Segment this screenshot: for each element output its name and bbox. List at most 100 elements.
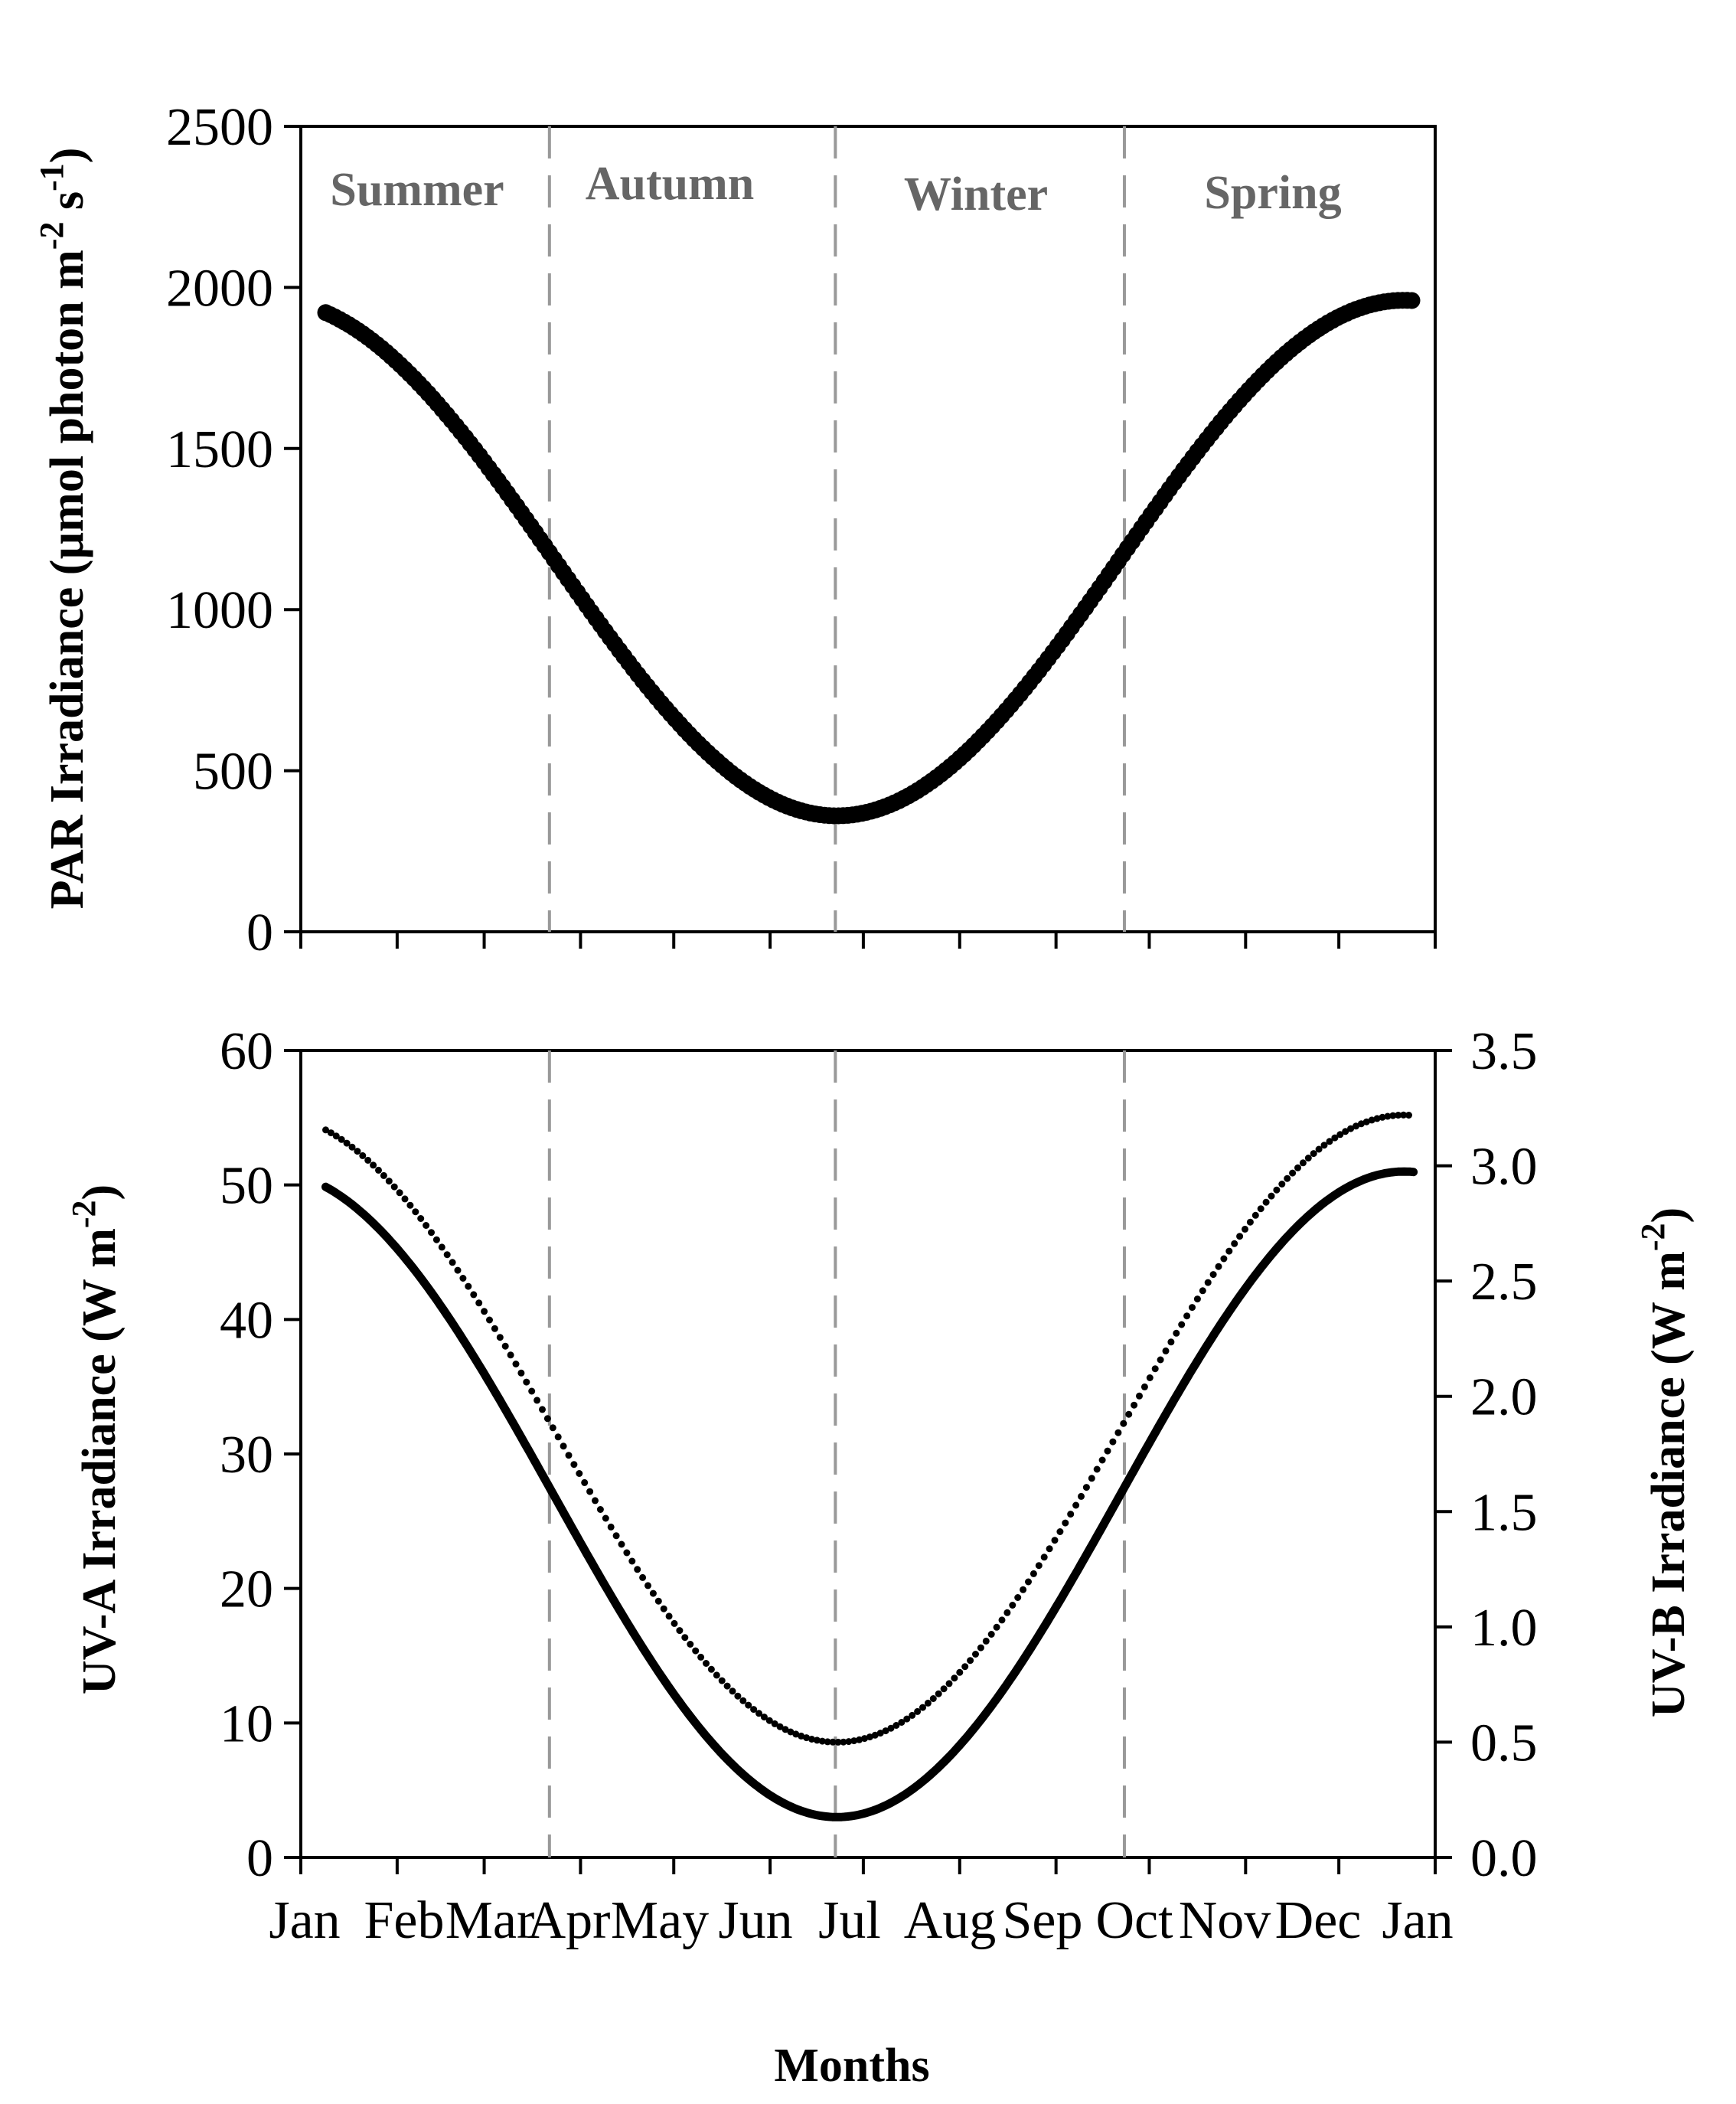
- uvb-point: [1405, 1112, 1412, 1119]
- uva-line: [321, 1167, 1418, 1821]
- uvb-point: [1304, 1155, 1312, 1161]
- uvb-point: [1093, 1465, 1101, 1473]
- uvb-point: [808, 1736, 815, 1743]
- uvb-point: [517, 1369, 525, 1377]
- uvb-point: [586, 1488, 594, 1495]
- uvb-point: [892, 1722, 900, 1729]
- uvb-point: [470, 1291, 478, 1299]
- uva-y-tick-label-5: 50: [220, 1157, 273, 1216]
- uvb-point: [739, 1697, 747, 1704]
- uvb-point: [1035, 1562, 1043, 1570]
- uvb-point: [1078, 1492, 1085, 1500]
- uva-y-tick-label-2: 20: [220, 1560, 273, 1619]
- x-month-label-12: Jan: [1382, 1891, 1453, 1950]
- uvb-point: [428, 1229, 435, 1237]
- uvb-point: [1151, 1365, 1159, 1373]
- uvb-point: [1268, 1192, 1275, 1200]
- uvb-point: [1225, 1247, 1233, 1255]
- uvb-point: [1242, 1225, 1248, 1233]
- uvb-point: [406, 1201, 414, 1209]
- uvb-point: [1088, 1475, 1095, 1482]
- uvb-point: [1220, 1255, 1228, 1263]
- uvb-point: [798, 1732, 805, 1740]
- x-month-label-9: Oct: [1095, 1891, 1173, 1950]
- x-month-label-7: Aug: [904, 1891, 997, 1950]
- uvb-point: [967, 1657, 974, 1665]
- uvb-point: [856, 1736, 863, 1743]
- uvb-point: [1236, 1233, 1244, 1240]
- uvb-point: [644, 1582, 651, 1589]
- uvb-point: [1284, 1175, 1291, 1182]
- uvb-point: [750, 1706, 758, 1714]
- uvb-point: [443, 1251, 451, 1259]
- uvb-point: [1209, 1271, 1217, 1279]
- uvb-point: [1046, 1545, 1053, 1553]
- par-y-tick-label-0: 0: [246, 903, 273, 962]
- uvb-point: [501, 1342, 509, 1350]
- uvb-point: [423, 1222, 430, 1229]
- uvb-point: [982, 1637, 990, 1645]
- uvb-point: [687, 1641, 694, 1648]
- uvb-point: [734, 1692, 742, 1700]
- uvb-point: [792, 1730, 800, 1738]
- uva-y-tick-label-4: 40: [220, 1291, 273, 1350]
- uvb-point: [602, 1514, 609, 1522]
- uvb-point: [713, 1671, 720, 1679]
- uvb-point: [1072, 1501, 1080, 1509]
- uvb-point: [560, 1442, 567, 1450]
- uvb-point: [539, 1406, 546, 1413]
- uvb-point: [1125, 1410, 1133, 1418]
- uvb-point: [871, 1731, 879, 1739]
- uva-y-tick-label-0: 0: [246, 1829, 273, 1888]
- x-month-label-11: Dec: [1275, 1891, 1362, 1950]
- uvb-point: [824, 1738, 831, 1746]
- uvb-point: [660, 1605, 667, 1612]
- uvb-point: [475, 1299, 483, 1307]
- uvb-point: [803, 1734, 811, 1742]
- uvb-point: [1389, 1112, 1397, 1119]
- x-month-label-8: Sep: [1003, 1891, 1083, 1950]
- uvb-point: [359, 1152, 367, 1159]
- uva-y-tick-label-6: 60: [220, 1022, 273, 1081]
- uvb-point: [481, 1308, 488, 1315]
- uvb-point: [570, 1461, 578, 1469]
- uvb-y2-tick-label-1: 0.5: [1470, 1714, 1538, 1772]
- uv-panel: 0 10 20 30 40 50 60 0.0 0.5 1.0 1.5 2.0 2.5 3.0 3.5 U…: [65, 1022, 1695, 1888]
- uvb-point: [1368, 1116, 1375, 1124]
- uvb-point: [1395, 1112, 1402, 1119]
- uvb-point: [1400, 1111, 1408, 1119]
- uvb-point: [1003, 1609, 1011, 1616]
- uvb-point: [665, 1612, 673, 1620]
- uvb-point: [417, 1215, 425, 1222]
- uvb-point: [940, 1685, 948, 1693]
- uvb-point: [1320, 1142, 1328, 1149]
- uvb-point: [956, 1668, 964, 1676]
- par-y-tick-label-4: 2000: [166, 259, 273, 318]
- uvb-point: [607, 1523, 615, 1531]
- uvb-point: [338, 1135, 345, 1143]
- uvb-point: [612, 1532, 620, 1540]
- uvb-point: [707, 1665, 715, 1673]
- par-series: [317, 292, 1421, 825]
- uvb-point: [755, 1710, 762, 1717]
- uvb-point: [760, 1714, 768, 1721]
- uvb-point: [745, 1701, 752, 1709]
- uvb-point: [1030, 1570, 1037, 1577]
- uvb-point: [1009, 1602, 1016, 1609]
- uvb-point: [1067, 1511, 1075, 1518]
- uvb-point: [1146, 1374, 1154, 1381]
- uvb-point: [1014, 1594, 1022, 1601]
- uvb-point: [1251, 1211, 1259, 1219]
- uvb-point: [1199, 1287, 1206, 1295]
- uvb-point: [866, 1733, 873, 1741]
- uvb-y2-tick-label-5: 2.5: [1470, 1253, 1538, 1312]
- uvb-point: [1114, 1429, 1122, 1436]
- uvb-point: [1167, 1338, 1175, 1346]
- uvb-point: [993, 1623, 1000, 1631]
- uv-season-dividers: [547, 1050, 1126, 1857]
- x-month-label-6: Jul: [818, 1891, 881, 1950]
- uvb-point: [534, 1397, 541, 1404]
- par-y-tick-label-3: 1500: [166, 420, 273, 479]
- x-month-label-1: Feb: [364, 1891, 445, 1950]
